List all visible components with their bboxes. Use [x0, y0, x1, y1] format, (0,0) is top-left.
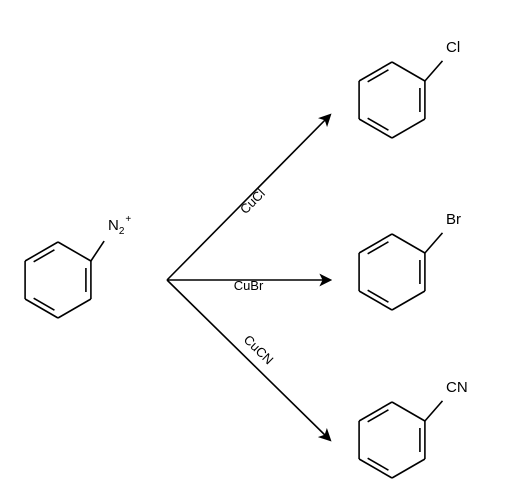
product-1-substituent-label: Br [446, 211, 461, 228]
reaction-arrow-2 [167, 280, 330, 440]
reagent-label-2: CuCN [241, 332, 277, 368]
product-0-ring-double-bond [368, 118, 389, 130]
product-1-substituent-bond [425, 233, 443, 253]
product-2-ring-double-bond [368, 410, 389, 422]
product-2-ring-double-bond [368, 458, 389, 470]
product-0-ring-bond [392, 119, 425, 138]
reagent-label-0: CuCl [237, 186, 268, 217]
product-1-ring-double-bond [368, 242, 389, 254]
reagent-label-1: CuBr [234, 278, 264, 293]
reactant-ring-bond [58, 299, 91, 318]
diazonium-label: N2+ [108, 214, 131, 237]
product-2-ring-bond [392, 459, 425, 478]
reactant-substituent-bond [91, 241, 104, 261]
reactant-ring-bond [58, 242, 91, 261]
product-0-substituent-bond [425, 61, 443, 81]
drawing-layer: N2+ Cl Br CN CuCl CuBr CuCN [25, 39, 468, 478]
product-1-ring-bond [392, 234, 425, 253]
product-0-substituent-label: Cl [446, 39, 460, 56]
product-2-ring-bond [392, 402, 425, 421]
reactant-ring-double-bond [34, 250, 55, 262]
reaction-scheme: N2+ Cl Br CN CuCl CuBr CuCN [0, 0, 512, 501]
reactant-ring-double-bond [34, 298, 55, 310]
product-0-ring-double-bond [368, 70, 389, 82]
product-0-ring-bond [392, 62, 425, 81]
product-1-ring-double-bond [368, 290, 389, 302]
product-2-substituent-bond [425, 401, 443, 421]
product-2-substituent-label: CN [446, 379, 468, 396]
product-1-ring-bond [392, 291, 425, 310]
